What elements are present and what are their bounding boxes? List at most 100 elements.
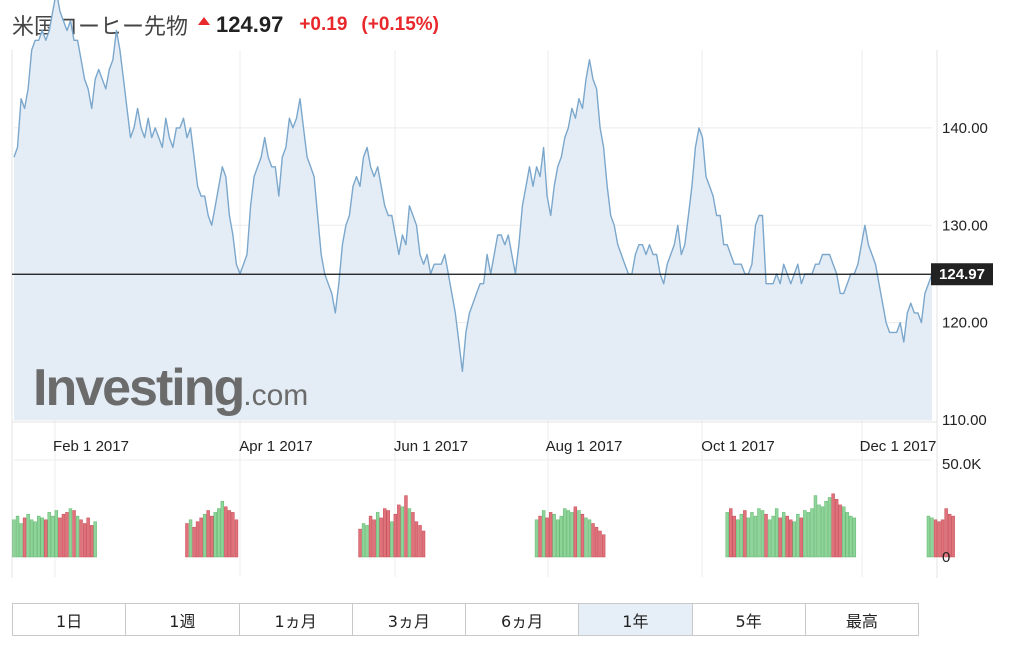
volume-bar (89, 525, 94, 558)
current-price-badge-pointer (931, 268, 937, 281)
volume-bar (827, 497, 832, 558)
volume-bar (573, 506, 578, 558)
volume-bar (570, 512, 574, 558)
volume-bar (75, 515, 80, 558)
volume-bar (810, 508, 814, 558)
volume-bar (732, 515, 736, 558)
tab-range-3[interactable]: 3ヵ月 (353, 604, 466, 635)
tab-range-0[interactable]: 1日 (13, 604, 127, 635)
volume-bar (421, 530, 426, 558)
volume-bar (195, 521, 200, 558)
volume-bar (51, 515, 55, 558)
volume-bar (545, 517, 549, 558)
current-price-badge: 124.97 (931, 263, 993, 286)
volume-bar (774, 508, 779, 558)
volume-bar (601, 534, 606, 558)
volume-bar (842, 506, 846, 558)
volume-bar (845, 512, 849, 558)
volume-bar (213, 512, 217, 558)
volume-bar (926, 515, 931, 558)
volume-bar (584, 517, 588, 558)
volume-bar (188, 519, 193, 558)
volume-bar (556, 519, 560, 558)
x-tick-label-1: Apr 1 2017 (239, 438, 312, 455)
volume-bar (944, 508, 948, 558)
volume-bar (68, 508, 73, 558)
volume-bar (937, 521, 941, 558)
volume-bar (210, 515, 214, 558)
volume-bar (199, 517, 203, 558)
y-tick-label-2: 120.00 (942, 315, 988, 332)
volume-bar (404, 495, 408, 558)
volume-bar (764, 513, 768, 558)
volume-bar (831, 493, 835, 558)
volume-bar (838, 504, 842, 558)
volume-bar (93, 521, 97, 558)
volume-bar (940, 519, 945, 558)
tab-range-2[interactable]: 1ヵ月 (240, 604, 353, 635)
volume-bar (26, 513, 30, 558)
volume-bar (202, 513, 207, 558)
tab-range-7[interactable]: 最高 (845, 611, 878, 631)
volume-bar (65, 512, 69, 558)
volume-bar (746, 517, 751, 558)
volume-bar (563, 508, 567, 558)
volume-bar (393, 513, 398, 558)
volume-bar (736, 519, 740, 558)
volume-bar (368, 515, 373, 558)
tab-range-4[interactable]: 6ヵ月 (466, 604, 580, 635)
volume-bar (15, 515, 20, 558)
volume-bar (739, 513, 744, 558)
volume-bars (12, 493, 955, 558)
volume-bar (192, 526, 196, 558)
volume-bar (817, 504, 821, 558)
volume-bar (234, 519, 239, 558)
tab-range-1[interactable]: 1週 (126, 604, 240, 635)
volume-bar (771, 515, 775, 558)
price-line-layer (12, 0, 937, 372)
volume-bar (743, 510, 747, 558)
investing-logo: Investing .com (33, 359, 309, 417)
volume-bar (757, 508, 761, 558)
volume-bar (566, 510, 571, 558)
volume-bar (725, 512, 729, 558)
price-area (14, 0, 932, 420)
volume-bar (548, 512, 553, 558)
volume-bar (19, 523, 23, 558)
price-chart[interactable]: 140.00 130.00 120.00 110.00 Feb 1 2017 Apr 1 … (0, 0, 1024, 600)
x-tick-label-5: Dec 1 2017 (860, 438, 937, 455)
volume-bar (414, 521, 419, 558)
volume-bar (231, 512, 235, 558)
volume-bar (951, 515, 955, 558)
time-range-tabs: 1日 1週 1ヵ月 3ヵ月 6ヵ月 1年 5年 最高 (12, 603, 919, 636)
volume-bar (206, 510, 210, 558)
volume-bar (552, 513, 556, 558)
volume-bar (541, 510, 546, 558)
volume-bar (785, 515, 789, 558)
volume-bar (598, 530, 602, 558)
volume-bar (361, 523, 366, 558)
volume-bar (803, 510, 807, 558)
volume-bar (54, 510, 59, 558)
volume-bar (930, 517, 934, 558)
volume-bar (72, 510, 76, 558)
price-series-line (13, 0, 933, 372)
volume-bar (372, 519, 376, 558)
volume-bar (390, 521, 394, 558)
current-price-badge-bg (931, 263, 993, 286)
tab-range-5[interactable]: 1年 (579, 604, 693, 635)
volume-bar (185, 523, 189, 558)
volume-bar (947, 513, 952, 558)
x-tick-label-0: Feb 1 2017 (53, 438, 129, 455)
volume-bar (411, 512, 415, 558)
volume-bar (796, 513, 800, 558)
tab-range-6[interactable]: 5年 (693, 604, 806, 635)
volume-bar (781, 512, 786, 558)
price-area-fill (14, 0, 932, 420)
volume-bar (407, 508, 412, 558)
volume-bar (933, 519, 938, 558)
volume-bar (577, 510, 581, 558)
volume-bar (365, 525, 369, 558)
volume-bar (61, 513, 66, 558)
volume-bar (534, 519, 539, 558)
